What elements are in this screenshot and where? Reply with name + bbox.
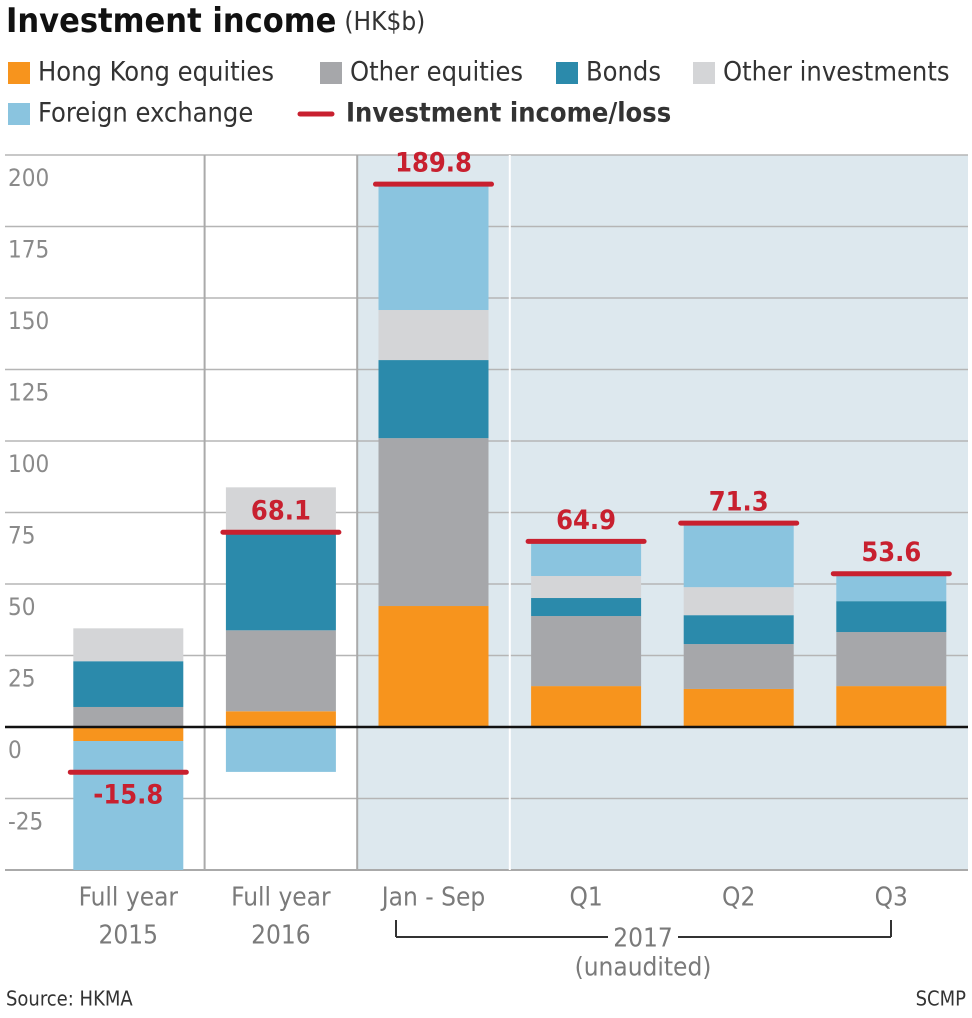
y-tick-label: 200 — [8, 164, 49, 192]
bar-segment — [531, 598, 642, 617]
y-tick-label: 50 — [8, 593, 35, 621]
bar-segment — [73, 741, 184, 870]
legend-swatch — [693, 62, 715, 84]
overlay: -15.8 68.1 189.8 64.9 71.3 53.6 — [5, 148, 968, 811]
bar-segment — [73, 661, 184, 707]
y-tick-label: 150 — [8, 307, 49, 335]
bar-segment — [73, 727, 184, 742]
y-tick-label: 25 — [8, 665, 35, 693]
bar-segment — [836, 573, 947, 602]
bar-segment — [73, 628, 184, 662]
bar-segment — [378, 184, 489, 311]
bar-segment — [683, 615, 794, 645]
bar-segment — [836, 686, 947, 727]
bar-segment — [683, 523, 794, 588]
bar-segment — [836, 632, 947, 687]
bar-segment — [531, 541, 642, 576]
bar-segment — [225, 487, 336, 535]
bar-segment — [378, 438, 489, 607]
x-tick-label: Full year — [79, 883, 179, 913]
x-tick-label: Full year — [231, 883, 331, 913]
x-tick-label: Q1 — [569, 883, 602, 913]
bar-segment — [378, 606, 489, 727]
x-tick-label: Q3 — [875, 883, 908, 913]
x-tick-label: 2016 — [251, 921, 311, 951]
income-label: 64.9 — [556, 505, 616, 536]
credit: SCMP — [916, 987, 967, 1011]
bar-segment — [225, 711, 336, 727]
legend-label: Other investments — [723, 57, 950, 88]
bar-segment — [225, 727, 336, 772]
bar-segment — [531, 686, 642, 727]
legend-label: Other equities — [350, 57, 523, 88]
legend-swatch — [320, 62, 342, 84]
income-label: 189.8 — [395, 148, 472, 179]
income-label: 71.3 — [709, 487, 769, 518]
bar-segment — [683, 688, 794, 727]
income-label: 53.6 — [861, 537, 921, 568]
legend-label: Foreign exchange — [38, 98, 253, 129]
bar-segment — [531, 575, 642, 599]
legend-label: Hong Kong equities — [38, 57, 274, 88]
legend: Hong Kong equities Other equities Bonds Oth… — [8, 57, 950, 129]
y-tick-label: -25 — [8, 808, 43, 836]
legend-swatch — [556, 62, 578, 84]
income-label: -15.8 — [93, 780, 163, 811]
bar-segment — [378, 360, 489, 439]
legend-label: Investment income/loss — [346, 98, 671, 129]
x-tick-label: Q2 — [722, 883, 755, 913]
bar-segment — [225, 534, 336, 631]
y-tick-label: 0 — [8, 736, 22, 764]
bar-segment — [683, 644, 794, 689]
bar-segment — [836, 601, 947, 633]
bar-segment — [683, 587, 794, 616]
y-tick-label: 100 — [8, 450, 49, 478]
income-label: 68.1 — [251, 496, 311, 527]
x-tick-label: 2015 — [99, 921, 159, 951]
legend-swatch — [8, 62, 30, 84]
group-label: 2017 — [613, 924, 673, 954]
bar-segment — [531, 616, 642, 687]
x-tick-label: Jan - Sep — [380, 883, 485, 913]
legend-swatch — [8, 103, 30, 125]
y-tick-label: 125 — [8, 379, 49, 407]
y-tick-label: 75 — [8, 522, 35, 550]
group-label: (unaudited) — [575, 953, 712, 983]
bar-segment — [378, 310, 489, 361]
chart-title: Investment income (HK$b) — [6, 1, 425, 41]
y-tick-label: 175 — [8, 236, 49, 264]
legend-label: Bonds — [586, 57, 661, 88]
bar-segment — [225, 630, 336, 712]
bar-segment — [73, 706, 184, 727]
source: Source: HKMA — [6, 987, 133, 1011]
bars — [73, 184, 947, 870]
